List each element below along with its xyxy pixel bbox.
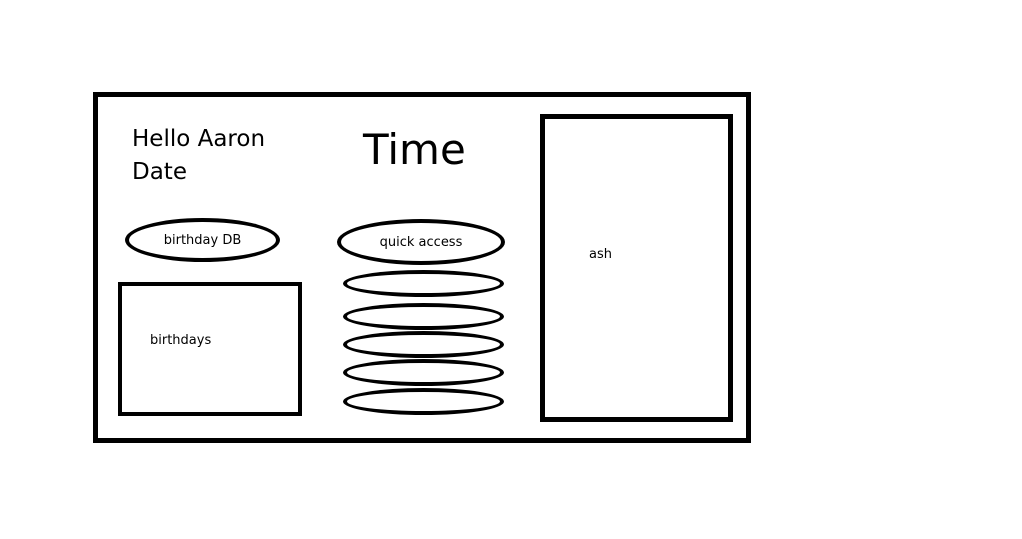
birthday-db-button[interactable]: birthday DB [125, 218, 280, 262]
ash-panel [540, 114, 733, 422]
quick-access-slot-1[interactable] [343, 270, 504, 297]
time-display: Time [363, 125, 466, 174]
greeting-text: Hello Aaron [132, 126, 266, 152]
quick-access-slot-2[interactable] [343, 303, 504, 330]
dashboard-frame [93, 92, 751, 443]
date-text: Date [132, 159, 187, 185]
quick-access-slot-3[interactable] [343, 331, 504, 358]
quick-access-label: quick access [379, 234, 463, 250]
ash-label: ash [589, 247, 612, 262]
greeting-block: Hello Aaron Date [132, 123, 265, 189]
quick-access-slot-4[interactable] [343, 359, 504, 386]
quick-access-button[interactable]: quick access [337, 219, 505, 265]
quick-access-slot-5[interactable] [343, 388, 504, 415]
birthdays-label: birthdays [150, 333, 212, 348]
birthday-db-label: birthday DB [163, 232, 242, 248]
birthdays-list-box [118, 282, 302, 416]
